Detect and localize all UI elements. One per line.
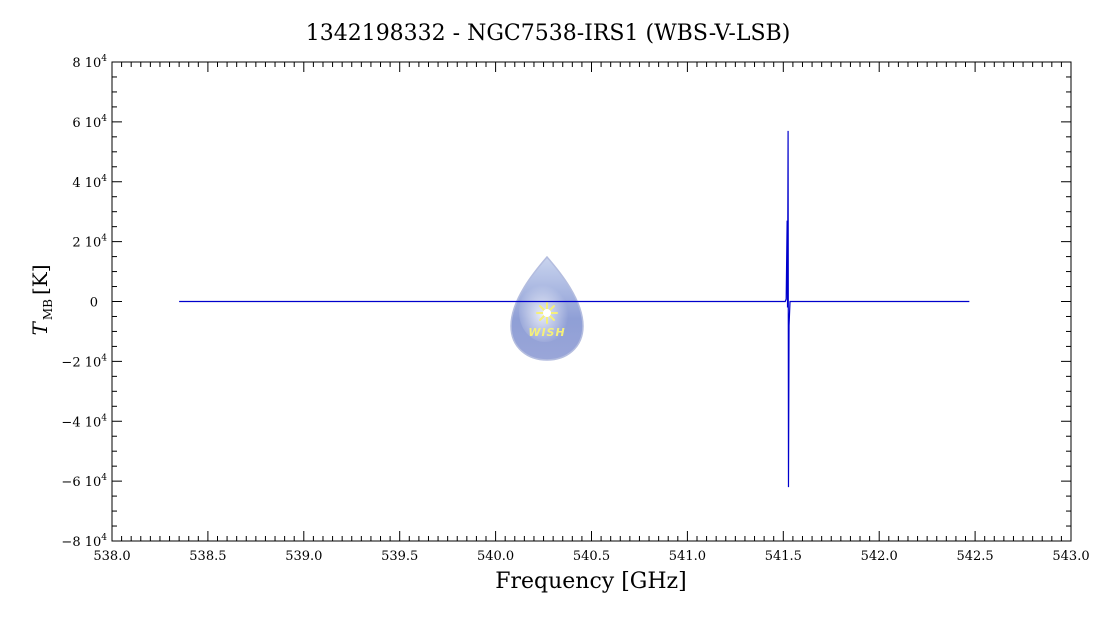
x-tick-label: 541.5 <box>765 549 802 564</box>
wish-logo-text: WISH <box>528 326 565 339</box>
chart-title: 1342198332 - NGC7538-IRS1 (WBS-V-LSB) <box>306 21 791 46</box>
x-tick-label: 539.5 <box>381 549 418 564</box>
y-axis-label-subscript: MB <box>41 299 55 320</box>
y-tick-label: 0 <box>90 296 98 311</box>
y-tick-label: −6 104 <box>61 473 107 490</box>
x-tick-label: 538.0 <box>93 549 130 564</box>
y-tick-label: 8 104 <box>72 54 107 71</box>
x-tick-label: 542.0 <box>861 549 898 564</box>
y-tick-label: 2 104 <box>72 234 107 251</box>
x-axis-label: Frequency [GHz] <box>495 569 687 594</box>
y-tick-label: −8 104 <box>61 533 107 550</box>
x-tick-label: 539.0 <box>285 549 322 564</box>
y-axis-label: TMB [K] <box>28 265 55 336</box>
y-tick-label: 6 104 <box>72 114 107 131</box>
x-tick-label: 542.5 <box>956 549 993 564</box>
spectrum-line <box>179 130 970 488</box>
x-tick-label: 541.0 <box>669 549 706 564</box>
x-tick-label: 540.0 <box>477 549 514 564</box>
y-axis-label-symbol: T <box>28 321 52 336</box>
x-tick-label: 540.5 <box>573 549 610 564</box>
y-tick-label: −2 104 <box>61 353 107 370</box>
y-tick-label: −4 104 <box>61 413 107 430</box>
x-tick-label: 538.5 <box>189 549 226 564</box>
wish-star-core <box>543 309 551 317</box>
x-tick-label: 543.0 <box>1052 549 1089 564</box>
y-axis-label-unit: [K] <box>28 265 52 296</box>
y-tick-label: 4 104 <box>72 174 107 191</box>
wish-logo-watermark: WISH <box>510 255 584 361</box>
